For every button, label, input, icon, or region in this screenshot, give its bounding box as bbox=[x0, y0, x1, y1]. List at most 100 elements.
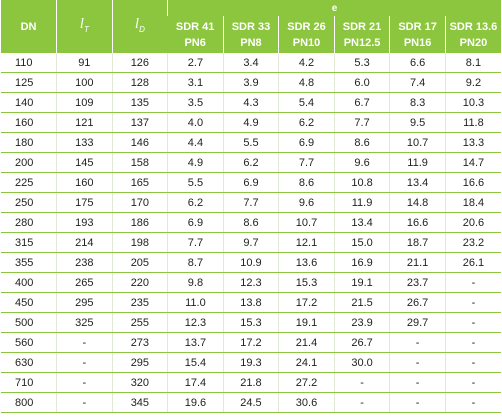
table-row: 800-345 19.6 24.5 30.6- - - bbox=[1, 392, 501, 413]
table-cell: 9.6 bbox=[278, 192, 335, 213]
table-cell: 13.4 bbox=[333, 212, 390, 233]
table-cell: - bbox=[444, 372, 501, 393]
table-cell: 5.5 bbox=[167, 172, 224, 193]
table-cell: 4.9 bbox=[222, 112, 279, 133]
table-cell: 29.7 bbox=[389, 312, 446, 333]
table-cell: 23.2 bbox=[444, 232, 501, 253]
table-cell: 7.7 bbox=[333, 112, 390, 133]
subscript: T bbox=[83, 24, 89, 34]
table-cell: 11.9 bbox=[389, 152, 446, 173]
table-cell: - bbox=[444, 332, 501, 353]
header-column: SDR 41 PN6 bbox=[167, 16, 224, 53]
table-cell: 214 bbox=[56, 232, 113, 253]
table-cell: 4.2 bbox=[278, 53, 335, 73]
table-cell: - bbox=[444, 312, 501, 333]
table-cell: 3.4 bbox=[222, 53, 279, 73]
table-cell: 8.6 bbox=[222, 212, 279, 233]
header-column: SDR 33 PN8 bbox=[222, 16, 279, 53]
table-cell: 18.4 bbox=[444, 192, 501, 213]
table-cell: 13.7 bbox=[167, 332, 224, 353]
table-cell: 4.8 bbox=[278, 72, 335, 93]
table-cell: 19.3 bbox=[222, 352, 279, 373]
table-cell: 15.3 bbox=[278, 272, 335, 293]
symbol: l bbox=[79, 15, 84, 32]
header-dn: DN bbox=[1, 0, 57, 53]
table-cell: 18.7 bbox=[389, 232, 446, 253]
table-cell: 9.8 bbox=[167, 272, 224, 293]
header-line: PN6 bbox=[184, 36, 206, 49]
table-cell: 17.2 bbox=[278, 292, 335, 313]
table-row: 125 100 128 3.1 3.9 4.8 6.0 7.4 9.2 bbox=[1, 72, 501, 93]
table-cell: 325 bbox=[56, 312, 113, 333]
table-row: 500 325 255 12.3 15.3 19.1 23.9 29.7- bbox=[1, 312, 501, 333]
table-cell: 2.7 bbox=[167, 53, 224, 73]
table-row: 355 238 205 8.7 10.9 13.6 16.9 21.1 26.1 bbox=[1, 252, 501, 273]
table-cell: 26.7 bbox=[389, 292, 446, 313]
table-cell: 6.2 bbox=[278, 112, 335, 133]
header-line: SDR 13.6 bbox=[449, 20, 498, 33]
table-cell: 140 bbox=[1, 92, 57, 113]
table-cell: 175 bbox=[56, 192, 113, 213]
header-column: SDR 13.6 PN20 bbox=[444, 16, 501, 53]
table-cell: 7.4 bbox=[389, 72, 446, 93]
table-cell: - bbox=[444, 392, 501, 413]
table-cell: 220 bbox=[111, 272, 168, 293]
table-cell: 16.9 bbox=[333, 252, 390, 273]
table-cell: 13.8 bbox=[222, 292, 279, 313]
table-cell: 235 bbox=[111, 292, 168, 313]
table-cell: 13.3 bbox=[444, 132, 501, 153]
table-cell: 295 bbox=[56, 292, 113, 313]
table-cell: 9.6 bbox=[333, 152, 390, 173]
symbol: l bbox=[134, 15, 140, 32]
table-cell: 21.4 bbox=[278, 332, 335, 353]
table-cell: 19.1 bbox=[278, 312, 335, 333]
table-row: 315 214 198 7.7 9.7 12.1 15.0 18.7 23.2 bbox=[1, 232, 501, 253]
table-row: 630-295 15.4 19.3 24.1 30.0- - bbox=[1, 352, 501, 373]
table-cell: 11.8 bbox=[444, 112, 501, 133]
header-line: PN16 bbox=[403, 36, 432, 49]
table-row: 450 295 235 11.0 13.8 17.2 21.5 26.7- bbox=[1, 292, 501, 313]
table-row: 110 91 126 2.7 3.4 4.2 5.3 6.6 8.1 bbox=[1, 53, 501, 73]
table-cell: 400 bbox=[1, 272, 57, 293]
header-line: PN20 bbox=[459, 36, 488, 49]
table-cell: 6.2 bbox=[167, 192, 224, 213]
header-ld: lD bbox=[111, 0, 168, 53]
table-cell: - bbox=[333, 372, 390, 393]
table-row: 280 193 186 6.9 8.6 10.7 13.4 16.6 20.6 bbox=[1, 212, 501, 233]
table-cell: 355 bbox=[1, 252, 57, 273]
table-cell: - bbox=[389, 392, 446, 413]
table-cell: 8.6 bbox=[278, 172, 335, 193]
table-cell: 8.6 bbox=[333, 132, 390, 153]
table-cell: 26.7 bbox=[333, 332, 390, 353]
table-cell: 250 bbox=[1, 192, 57, 213]
table-cell: 10.7 bbox=[278, 212, 335, 233]
table-cell: 14.7 bbox=[444, 152, 501, 173]
table-cell: 12.1 bbox=[278, 232, 335, 253]
table-cell: - bbox=[56, 332, 113, 353]
table-cell: 560 bbox=[1, 332, 57, 353]
table-cell: 21.8 bbox=[222, 372, 279, 393]
table-cell: 3.5 bbox=[167, 92, 224, 113]
table-cell: 9.7 bbox=[222, 232, 279, 253]
table-cell: 20.6 bbox=[444, 212, 501, 233]
table-cell: 186 bbox=[111, 212, 168, 233]
table-row: 710-320 17.4 21.8 27.2- - - bbox=[1, 372, 501, 393]
header-line: SDR 21 bbox=[342, 20, 382, 33]
table-cell: 630 bbox=[1, 352, 57, 373]
table-row: 180 133 146 4.4 5.5 6.9 8.6 10.7 13.3 bbox=[1, 132, 501, 153]
table-cell: 6.7 bbox=[333, 92, 390, 113]
table-cell: 238 bbox=[56, 252, 113, 273]
table-cell: 3.9 bbox=[222, 72, 279, 93]
table-cell: 7.7 bbox=[222, 192, 279, 213]
table-row: 560-273 13.7 17.2 21.4 26.7- - bbox=[1, 332, 501, 353]
table-cell: 24.1 bbox=[278, 352, 335, 373]
table-row: 250 175 170 6.2 7.7 9.6 11.9 14.8 18.4 bbox=[1, 192, 501, 213]
table-cell: 8.7 bbox=[167, 252, 224, 273]
table-cell: 23.9 bbox=[333, 312, 390, 333]
table-cell: 91 bbox=[56, 53, 113, 73]
header-line: PN8 bbox=[240, 36, 262, 49]
table-cell: 500 bbox=[1, 312, 57, 333]
table-cell: 198 bbox=[111, 232, 168, 253]
